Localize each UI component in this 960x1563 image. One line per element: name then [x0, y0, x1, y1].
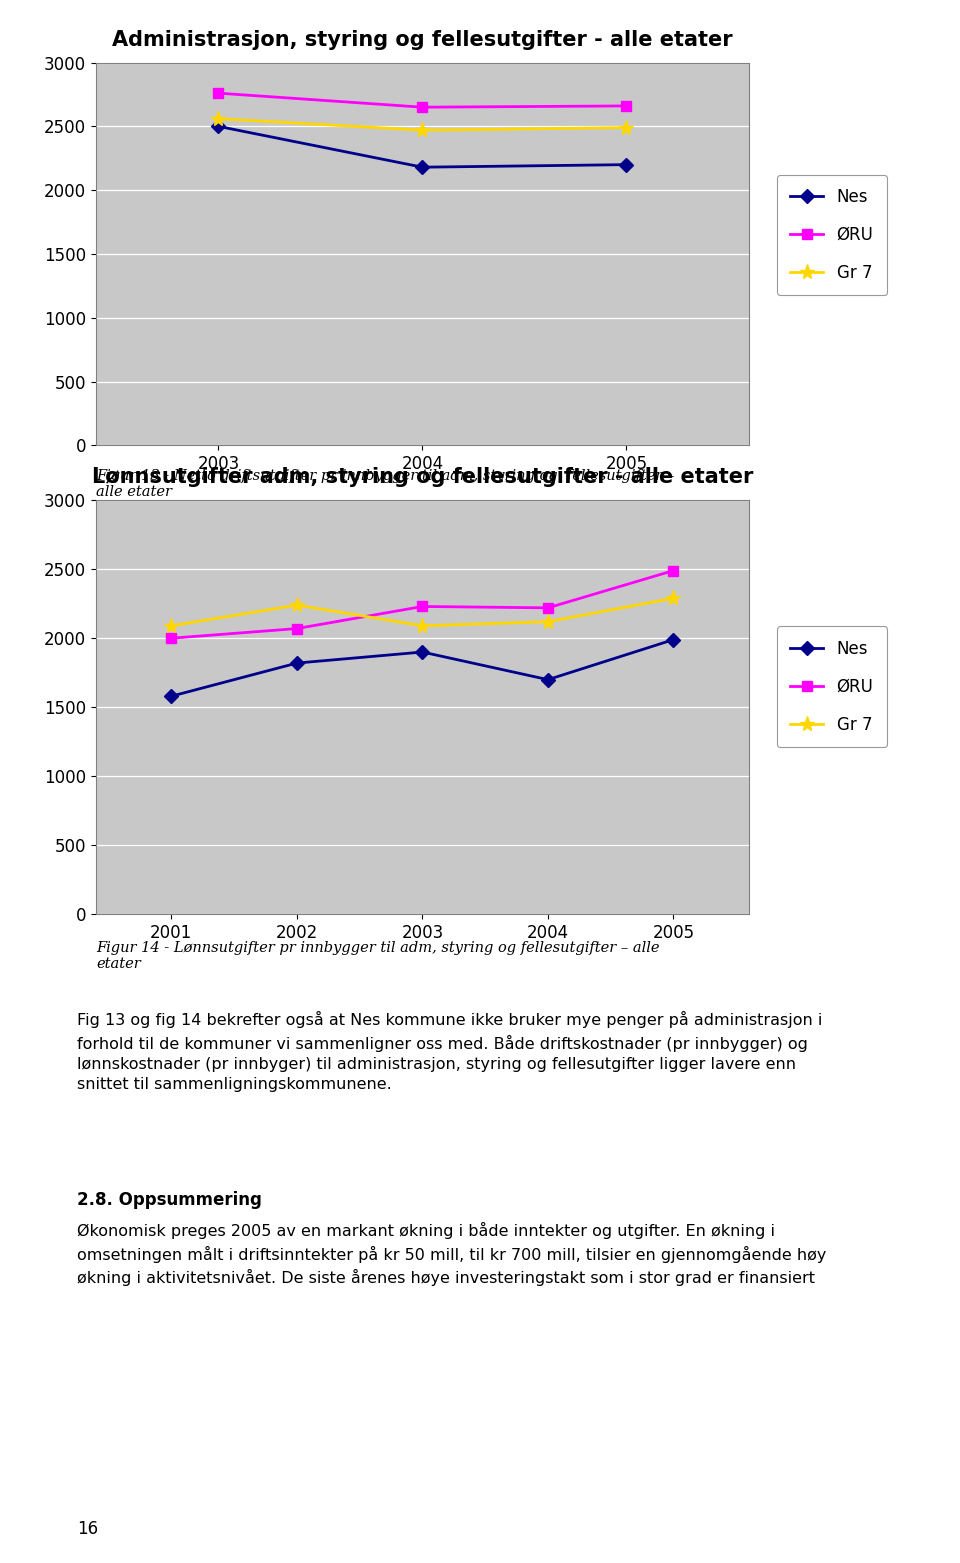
Nes: [417, 642, 428, 661]
Line: Nes: Nes: [213, 122, 632, 172]
ØRU: [165, 628, 177, 647]
Gr 7: [668, 589, 680, 608]
Gr 7: [165, 616, 177, 635]
Nes: [542, 671, 554, 689]
Nes: [621, 155, 633, 173]
Gr 7: [417, 120, 428, 139]
Text: Fig 13 og fig 14 bekrefter også at Nes kommune ikke bruker mye penger på adminis: Fig 13 og fig 14 bekrefter også at Nes k…: [77, 1011, 822, 1093]
ØRU: [417, 98, 428, 117]
Legend: Nes, ØRU, Gr 7: Nes, ØRU, Gr 7: [777, 627, 887, 747]
Text: Økonomisk preges 2005 av en markant økning i både inntekter og utgifter. En økni: Økonomisk preges 2005 av en markant økni…: [77, 1222, 827, 1286]
Gr 7: [621, 119, 633, 138]
Text: Figur 14 - Lønnsutgifter pr innbygger til adm, styring og fellesutgifter – alle
: Figur 14 - Lønnsutgifter pr innbygger ti…: [96, 941, 660, 971]
Line: Nes: Nes: [166, 635, 679, 702]
Nes: [291, 653, 302, 672]
ØRU: [291, 619, 302, 638]
ØRU: [621, 97, 633, 116]
Text: 2.8. Oppsummering: 2.8. Oppsummering: [77, 1191, 262, 1210]
Nes: [165, 686, 177, 705]
Nes: [417, 158, 428, 177]
Legend: Nes, ØRU, Gr 7: Nes, ØRU, Gr 7: [777, 175, 887, 295]
ØRU: [542, 599, 554, 617]
Line: ØRU: ØRU: [166, 566, 679, 642]
ØRU: [668, 561, 680, 580]
Text: Figur 13 - Netto driftsutgifter pr innbygger til adm, styring og  fellesutgifter: Figur 13 - Netto driftsutgifter pr innby…: [96, 469, 674, 499]
Gr 7: [291, 596, 302, 614]
Title: Lønnsutgifter adm, styring og fellesutgifter - alle etater: Lønnsutgifter adm, styring og fellesutgi…: [92, 467, 753, 488]
Nes: [668, 630, 680, 649]
ØRU: [417, 597, 428, 616]
Title: Administrasjon, styring og fellesutgifter - alle etater: Administrasjon, styring og fellesutgifte…: [112, 30, 732, 50]
Line: ØRU: ØRU: [213, 88, 632, 113]
Line: Gr 7: Gr 7: [164, 591, 681, 633]
Line: Gr 7: Gr 7: [211, 111, 634, 138]
ØRU: [213, 84, 225, 103]
Text: 16: 16: [77, 1519, 98, 1538]
Gr 7: [542, 613, 554, 631]
Gr 7: [213, 109, 225, 128]
Nes: [213, 117, 225, 136]
Gr 7: [417, 616, 428, 635]
